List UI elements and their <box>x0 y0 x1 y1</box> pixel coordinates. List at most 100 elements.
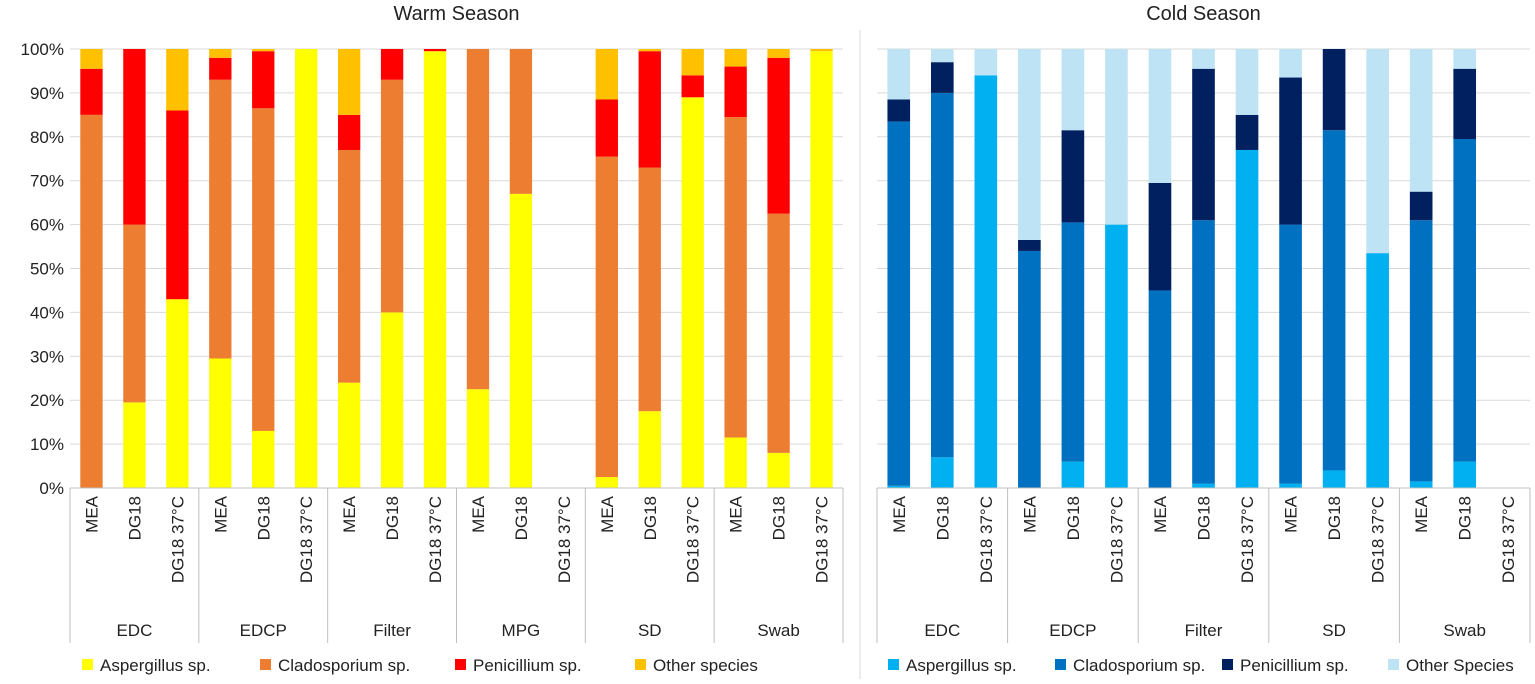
x-sample-label: DG18 <box>1195 496 1214 540</box>
x-sample-label: DG18 <box>641 496 660 540</box>
bar-segment-edc-mea-penicillium <box>80 68 103 115</box>
legend-swatch <box>455 659 466 670</box>
x-sample-label: DG18 37°C <box>426 496 445 583</box>
legend-label: Other Species <box>1406 656 1514 675</box>
x-sample-label: DG18 <box>1064 496 1083 540</box>
x-sample-label: MEA <box>727 495 746 533</box>
y-tick-label: 60% <box>30 216 64 235</box>
bar-segment-swab-mea-penicillium <box>724 66 747 118</box>
bar-segment-sd-dg18-penicillium <box>1322 49 1346 131</box>
x-sample-label: MEA <box>211 495 230 533</box>
x-sample-label: DG18 <box>1325 496 1344 540</box>
legend-swatch <box>635 659 646 670</box>
bar-segment-swab-dg18-cladosporium <box>1453 138 1477 462</box>
bar-segment-edc-dg18-37-c-other <box>974 49 998 76</box>
bar-segment-filter-mea-penicillium <box>1148 182 1172 291</box>
x-group-label: SD <box>638 621 662 640</box>
y-tick-label: 40% <box>30 303 64 322</box>
x-group-label: MPG <box>502 621 541 640</box>
bar-segment-swab-mea-aspergillus <box>1409 481 1433 488</box>
bar-segment-edc-mea-aspergillus <box>887 485 911 488</box>
legend-swatch <box>82 659 93 670</box>
bar-segment-sd-dg18-penicillium <box>638 51 661 168</box>
bar-segment-sd-dg18-37-c-penicillium <box>681 75 704 98</box>
bar-segment-filter-mea-other <box>1148 49 1172 183</box>
x-sample-label: DG18 37°C <box>977 496 996 583</box>
legend-swatch <box>1222 659 1233 670</box>
x-sample-label: MEA <box>1412 495 1431 533</box>
bar-segment-filter-mea-aspergillus <box>337 382 361 488</box>
panel-warm: Warm Season 0% 10% 20% 30% 40% 50% 60% 70% 80% 90%… <box>21 3 844 675</box>
bar-segment-edc-mea-cladosporium <box>80 114 103 488</box>
bar-segment-edc-dg18-37-c-aspergillus <box>974 75 998 488</box>
bar-segment-filter-dg18-37-c-aspergillus <box>423 51 447 488</box>
bar-segment-sd-dg18-aspergillus <box>1322 470 1346 488</box>
y-tick-label: 80% <box>30 128 64 147</box>
bar-segment-edcp-dg18-37-c-aspergillus <box>1105 224 1128 488</box>
legend-label: Aspergillus sp. <box>906 656 1017 675</box>
x-group-label: EDCP <box>1049 621 1096 640</box>
bar-segment-sd-mea-penicillium <box>1279 77 1302 225</box>
x-group-label: Filter <box>373 621 411 640</box>
x-sample-label: DG18 <box>512 496 531 540</box>
bar-segment-swab-mea-cladosporium <box>724 117 747 438</box>
legend-swatch <box>1055 659 1066 670</box>
bar-segment-edc-dg18-penicillium <box>930 62 954 93</box>
x-sample-label: DG18 37°C <box>1499 496 1518 583</box>
bar-segment-filter-dg18-aspergillus <box>1192 483 1215 488</box>
x-sample-label: DG18 37°C <box>555 496 574 583</box>
y-tick-label: 100% <box>21 40 64 59</box>
legend-label: Penicillium sp. <box>1240 656 1349 675</box>
bar-segment-edcp-mea-aspergillus <box>209 358 232 488</box>
bar-segment-edc-dg18-37-c-aspergillus <box>166 299 189 488</box>
legend-label: Cladosporium sp. <box>1073 656 1205 675</box>
bar-segment-edc-dg18-37-c-penicillium <box>166 110 189 300</box>
x-group-label: EDCP <box>240 621 287 640</box>
x-group-label: Swab <box>757 621 800 640</box>
bar-segment-edc-mea-other <box>80 49 103 69</box>
x-group-label: EDC <box>924 621 960 640</box>
bar-segment-swab-dg18-penicillium <box>1453 68 1477 139</box>
x-sample-label: MEA <box>1151 495 1170 533</box>
y-tick-label: 90% <box>30 84 64 103</box>
bar-segment-edcp-mea-cladosporium <box>209 79 232 359</box>
bar-segment-sd-dg18-cladosporium <box>1322 130 1346 471</box>
bar-segment-sd-mea-other <box>1279 49 1302 78</box>
bar-segment-swab-mea-other <box>1409 49 1433 192</box>
bar-segment-filter-mea-penicillium <box>337 114 361 150</box>
y-tick-label: 10% <box>30 435 64 454</box>
bar-segment-sd-mea-cladosporium <box>595 156 618 478</box>
x-sample-label: MEA <box>340 495 359 533</box>
bar-segment-filter-dg18-penicillium <box>1192 68 1215 221</box>
bar-segment-swab-dg18-other <box>1453 49 1477 69</box>
x-sample-label: MEA <box>1020 495 1039 533</box>
legend-label: Cladosporium sp. <box>278 656 410 675</box>
x-group-label: Filter <box>1185 621 1223 640</box>
bar-segment-filter-dg18-cladosporium <box>1192 220 1215 484</box>
bar-segment-edc-dg18-37-c-other <box>166 49 189 111</box>
bar-segment-mpg-mea-cladosporium <box>466 49 490 390</box>
bar-segment-filter-dg18-37-c-penicillium <box>423 49 447 52</box>
bar-segment-sd-mea-aspergillus <box>595 477 618 488</box>
bar-segment-edc-dg18-aspergillus <box>930 457 954 488</box>
bar-segment-edc-dg18-cladosporium <box>123 224 146 403</box>
bar-segment-edc-dg18-cladosporium <box>930 92 954 458</box>
bar-segment-edcp-mea-penicillium <box>209 57 232 80</box>
legend-label: Penicillium sp. <box>473 656 582 675</box>
legend-label: Aspergillus sp. <box>100 656 211 675</box>
bar-segment-edcp-dg18-aspergillus <box>252 430 275 488</box>
x-sample-label: DG18 37°C <box>684 496 703 583</box>
chart-title: Cold Season <box>1146 3 1261 25</box>
bar-segment-swab-dg18-penicillium <box>767 57 790 214</box>
bar-segment-edc-dg18-other <box>930 49 954 63</box>
bar-segment-filter-dg18-aspergillus <box>380 312 404 488</box>
legend-swatch <box>888 659 899 670</box>
bar-segment-edcp-dg18-penicillium <box>252 51 275 109</box>
bar-segment-sd-mea-other <box>595 49 618 100</box>
bar-segment-sd-dg18-37-c-aspergillus <box>1366 253 1389 488</box>
y-tick-label: 20% <box>30 391 64 410</box>
x-sample-label: DG18 37°C <box>168 496 187 583</box>
legend-label: Other species <box>653 656 758 675</box>
bar-segment-edcp-dg18-cladosporium <box>1061 222 1085 462</box>
